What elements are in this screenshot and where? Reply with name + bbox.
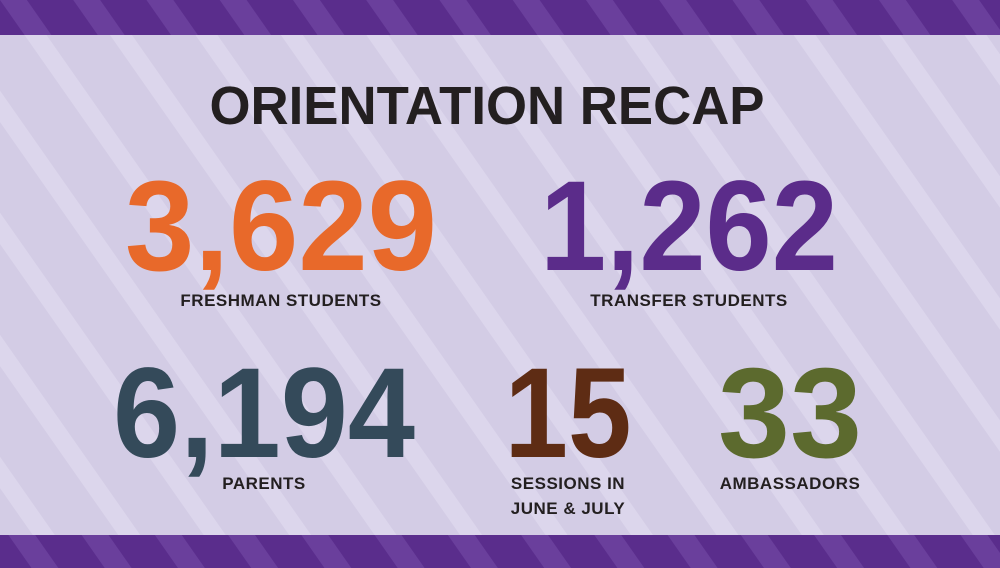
stat-value: 3,629	[125, 155, 437, 298]
stat-label: FRESHMAN STUDENTS	[180, 291, 381, 310]
stat-label: AMBASSADORS	[720, 474, 861, 493]
stat-value: 33	[718, 342, 862, 485]
stat-value: 6,194	[113, 342, 415, 485]
bottom-band	[0, 535, 1000, 568]
stat-label: TRANSFER STUDENTS	[590, 291, 787, 310]
top-band	[0, 0, 1000, 35]
stat-value: 1,262	[540, 155, 838, 298]
stat-label: PARENTS	[222, 474, 305, 493]
stat-label: JUNE & JULY	[511, 499, 626, 518]
stat-value: 15	[505, 342, 632, 485]
stat-label: SESSIONS IN	[511, 474, 625, 493]
title: ORIENTATION RECAP	[210, 76, 765, 136]
